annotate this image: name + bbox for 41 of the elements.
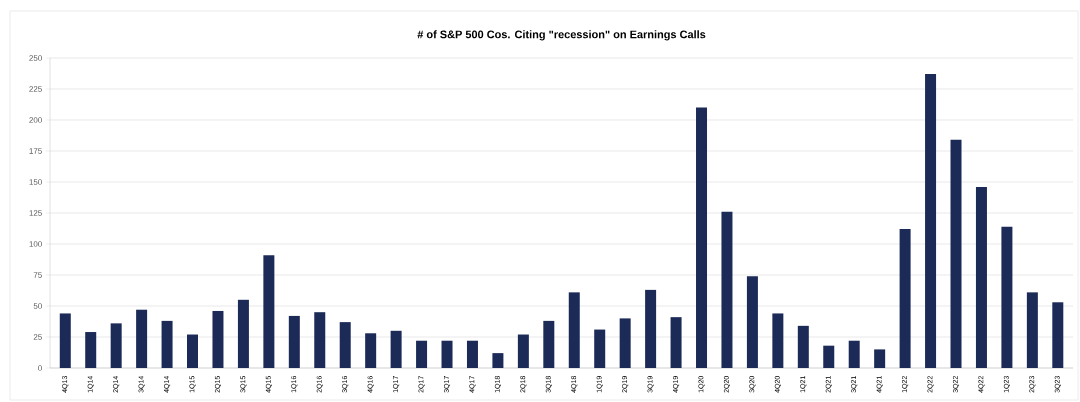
bar bbox=[950, 139, 962, 368]
bar bbox=[543, 320, 555, 368]
bar bbox=[441, 340, 453, 368]
bar bbox=[466, 340, 478, 368]
bar bbox=[1052, 302, 1064, 368]
bar bbox=[288, 315, 300, 368]
bar bbox=[975, 186, 987, 368]
bar bbox=[874, 349, 886, 368]
bar bbox=[645, 289, 657, 368]
bar bbox=[925, 74, 937, 368]
bar bbox=[594, 329, 606, 368]
bar bbox=[1026, 292, 1038, 368]
bar bbox=[797, 325, 809, 368]
bar bbox=[365, 333, 377, 368]
bar bbox=[85, 332, 97, 368]
bar bbox=[390, 330, 402, 368]
bar bbox=[1001, 226, 1013, 368]
bar bbox=[568, 292, 580, 368]
bar bbox=[670, 317, 682, 368]
bar bbox=[212, 310, 224, 368]
bar bbox=[416, 340, 428, 368]
bar bbox=[848, 340, 860, 368]
chart-title: # of S&P 500 Cos. Citing "recession" on Earnings Calls bbox=[417, 30, 706, 41]
bar bbox=[823, 345, 835, 368]
bar bbox=[339, 322, 351, 368]
bar bbox=[619, 318, 631, 368]
bar bbox=[136, 309, 148, 368]
bar bbox=[161, 320, 173, 368]
bar bbox=[721, 211, 733, 368]
bar bbox=[517, 334, 529, 368]
bar bbox=[110, 323, 122, 368]
bar bbox=[492, 353, 504, 368]
bar bbox=[772, 313, 784, 368]
bar bbox=[746, 276, 758, 368]
bar bbox=[237, 299, 249, 368]
bar bbox=[59, 313, 71, 368]
bar bbox=[263, 255, 275, 368]
bar bbox=[899, 229, 911, 368]
bar bbox=[696, 107, 708, 368]
bar bbox=[187, 334, 199, 368]
bar bbox=[314, 312, 326, 368]
